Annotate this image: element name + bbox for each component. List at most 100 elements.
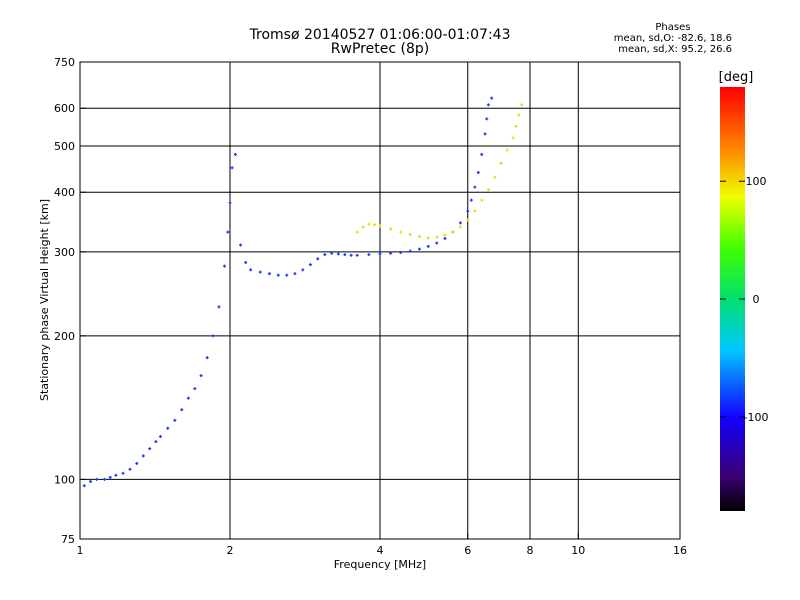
data-point bbox=[485, 117, 489, 121]
data-point bbox=[389, 251, 393, 255]
data-point bbox=[228, 201, 232, 205]
data-point bbox=[486, 188, 490, 192]
colorbar-tick-label: 0 bbox=[753, 293, 760, 306]
data-point bbox=[408, 249, 412, 253]
data-point bbox=[103, 477, 107, 481]
data-point bbox=[199, 374, 203, 378]
chart-subtitle: RwPretec (8p) bbox=[330, 41, 430, 57]
data-point bbox=[108, 475, 112, 479]
data-point bbox=[244, 260, 248, 264]
y-tick-label: 500 bbox=[54, 140, 75, 153]
data-point bbox=[443, 236, 447, 240]
data-point bbox=[480, 198, 484, 202]
data-point bbox=[451, 230, 455, 234]
data-point bbox=[443, 233, 447, 237]
data-point bbox=[141, 454, 145, 458]
data-point bbox=[426, 244, 430, 248]
phase-stats-header: Phases bbox=[655, 22, 691, 33]
data-point bbox=[367, 222, 371, 226]
data-point bbox=[473, 209, 477, 213]
data-point bbox=[435, 235, 439, 239]
data-point bbox=[514, 124, 518, 128]
data-point bbox=[249, 268, 253, 272]
data-point bbox=[355, 253, 359, 257]
data-point bbox=[82, 484, 86, 488]
data-point bbox=[417, 247, 421, 251]
data-point bbox=[466, 218, 470, 222]
y-tick-label: 600 bbox=[54, 102, 75, 115]
data-point bbox=[389, 227, 393, 231]
data-point bbox=[193, 387, 197, 391]
data-point bbox=[355, 230, 359, 234]
y-tick-label: 400 bbox=[54, 186, 75, 199]
data-point bbox=[473, 185, 477, 189]
data-point bbox=[230, 166, 234, 170]
data-point bbox=[476, 170, 480, 174]
y-tick-label: 200 bbox=[54, 330, 75, 343]
data-point bbox=[276, 273, 280, 277]
data-point bbox=[367, 253, 371, 257]
data-point bbox=[293, 272, 297, 276]
data-point bbox=[466, 209, 470, 213]
x-axis-label: Frequency [MHz] bbox=[334, 558, 426, 571]
data-point bbox=[486, 103, 490, 107]
y-axis-label: Stationary phase Virtual Height [km] bbox=[38, 199, 51, 401]
phase-stats-o: mean, sd,O: -82.6, 18.6 bbox=[613, 33, 732, 44]
data-point bbox=[435, 241, 439, 245]
data-point bbox=[361, 225, 365, 229]
data-point bbox=[258, 270, 262, 274]
data-point bbox=[330, 251, 334, 255]
data-point bbox=[95, 477, 99, 481]
data-point bbox=[223, 264, 227, 268]
data-point bbox=[480, 152, 484, 156]
data-point bbox=[158, 435, 162, 439]
data-point bbox=[135, 461, 139, 465]
x-tick-label: 1 bbox=[77, 544, 84, 557]
data-point bbox=[217, 305, 221, 309]
y-tick-label: 750 bbox=[54, 56, 75, 69]
data-point bbox=[505, 148, 509, 152]
data-point bbox=[128, 467, 132, 471]
data-point bbox=[285, 273, 289, 277]
data-point bbox=[186, 396, 190, 400]
data-point bbox=[233, 152, 237, 156]
x-tick-label: 2 bbox=[227, 544, 234, 557]
data-point bbox=[89, 479, 93, 483]
data-point bbox=[490, 96, 494, 100]
data-point bbox=[399, 251, 403, 255]
axis-ticks: 1 2 4 6 8 10 16 75 100 200 300 400 500 600 750 bbox=[54, 56, 687, 557]
y-tick-label: 75 bbox=[61, 533, 75, 546]
data-point bbox=[173, 418, 177, 422]
data-point bbox=[121, 471, 125, 475]
chart-title: Tromsø 20140527 01:06:00-01:07:43 bbox=[249, 27, 511, 43]
data-point bbox=[211, 334, 215, 338]
data-point bbox=[483, 132, 487, 136]
data-point bbox=[373, 223, 377, 227]
x-tick-label: 4 bbox=[377, 544, 384, 557]
y-tick-label: 300 bbox=[54, 246, 75, 259]
data-point bbox=[114, 473, 118, 477]
phase-stats: Phases mean, sd,O: -82.6, 18.6 mean, sd,… bbox=[614, 22, 732, 55]
data-point bbox=[148, 447, 152, 451]
data-point bbox=[154, 440, 158, 444]
data-point bbox=[469, 198, 473, 202]
data-point bbox=[239, 243, 243, 247]
data-point bbox=[426, 236, 430, 240]
data-point bbox=[180, 408, 184, 412]
data-point bbox=[493, 175, 497, 179]
data-point bbox=[301, 268, 305, 272]
data-point bbox=[166, 426, 170, 430]
data-point bbox=[517, 113, 521, 117]
x-tick-label: 16 bbox=[673, 544, 687, 557]
grid-lines bbox=[80, 62, 680, 539]
data-points bbox=[82, 96, 524, 488]
data-point bbox=[349, 253, 353, 257]
data-point bbox=[267, 272, 271, 276]
data-point bbox=[226, 230, 230, 234]
data-point bbox=[520, 103, 524, 107]
data-point bbox=[343, 253, 347, 257]
data-point bbox=[399, 230, 403, 234]
data-point bbox=[378, 224, 382, 228]
data-point bbox=[417, 235, 421, 239]
data-point bbox=[458, 225, 462, 229]
